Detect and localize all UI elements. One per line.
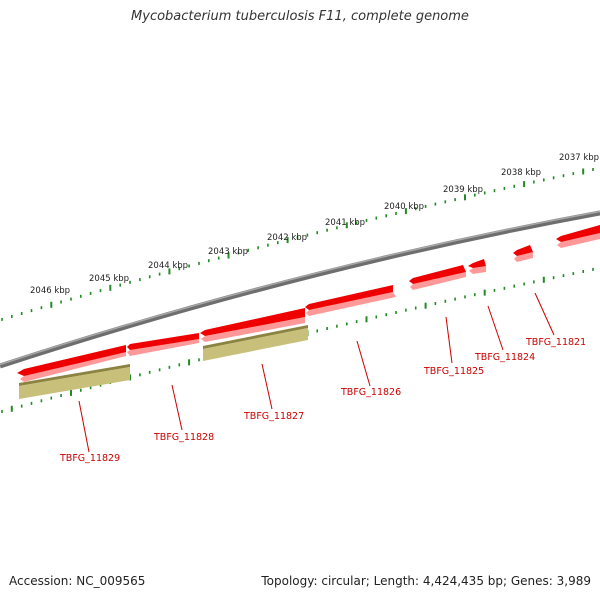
- genome-backbone-highlight: [0, 210, 600, 366]
- gene-TBFG_11827[interactable]: [200, 308, 305, 342]
- gene-label: TBFG_11821: [525, 337, 586, 348]
- scale-label: 2046 kbp: [30, 286, 70, 296]
- inner-scale-ticks: [1, 267, 594, 413]
- gene-label: TBFG_11829: [59, 453, 120, 464]
- scale-label: 2037 kbp: [559, 153, 599, 163]
- gene-TBFG_11825[interactable]: [409, 265, 466, 290]
- topology-summary: Topology: circular; Length: 4,424,435 bp…: [261, 574, 591, 588]
- gene-TBFG_11824[interactable]: [468, 259, 486, 274]
- leader-line: [534, 292, 555, 336]
- genome-backbone: [0, 210, 600, 369]
- scale-label: 2041 kbp: [325, 218, 365, 228]
- accession-text: Accession: NC_009565: [9, 574, 146, 588]
- gene-label: TBFG_11824: [474, 352, 535, 363]
- gene-label: TBFG_11825: [423, 366, 484, 377]
- scale-label: 2042 kbp: [267, 233, 307, 243]
- gene-label: TBFG_11826: [340, 387, 401, 398]
- gene-TBFG_11826[interactable]: [305, 285, 396, 316]
- gene-TBFG_11828[interactable]: [127, 333, 199, 356]
- leader-line: [171, 384, 183, 431]
- gene-TBFG_11821[interactable]: [556, 225, 600, 248]
- rna-feature[interactable]: [19, 364, 130, 399]
- scale-label: 2038 kbp: [501, 168, 541, 178]
- gene-label: TBFG_11827: [243, 411, 304, 422]
- outer-scale-ticks: [1, 168, 594, 321]
- scale-label: 2044 kbp: [148, 261, 188, 271]
- rna-feature[interactable]: [203, 325, 308, 361]
- scale-label: 2039 kbp: [443, 185, 483, 195]
- leader-line: [261, 363, 273, 410]
- scale-label: 2045 kbp: [89, 274, 129, 284]
- map-title: Mycobacterium tuberculosis F11, complete…: [131, 9, 469, 24]
- gene-TBFG_11822[interactable]: [513, 245, 533, 262]
- leader-line: [445, 316, 453, 364]
- leader-line: [487, 305, 504, 351]
- leader-line: [356, 340, 371, 387]
- scale-label: 2043 kbp: [208, 247, 248, 257]
- leader-line: [78, 400, 90, 453]
- scale-label: 2040 kbp: [384, 202, 424, 212]
- gene-TBFG_11829[interactable]: [17, 345, 126, 382]
- gene-label: TBFG_11828: [153, 432, 214, 443]
